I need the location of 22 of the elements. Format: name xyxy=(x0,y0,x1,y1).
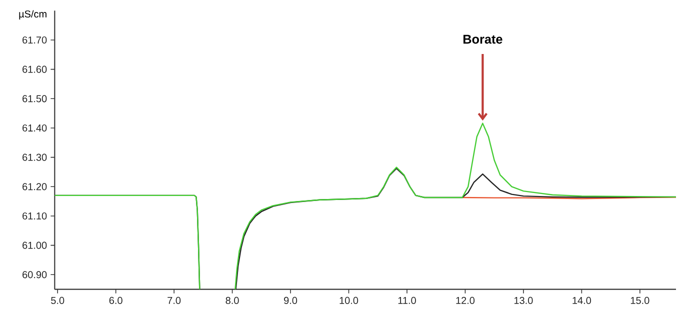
x-tick-label: 5.0 xyxy=(51,296,64,304)
y-tick-label: 61.60 xyxy=(22,66,47,73)
x-tick-label: 8.0 xyxy=(226,296,239,304)
y-tick-label: 61.10 xyxy=(22,212,47,220)
y-tick-label: 61.70 xyxy=(22,36,47,44)
x-tick-label: 11.0 xyxy=(398,296,416,304)
x-tick-label: 10.0 xyxy=(340,296,358,304)
x-tick-label: 13.0 xyxy=(514,296,533,304)
x-tick-label: 6.0 xyxy=(109,296,122,304)
x-tick-label: 12.0 xyxy=(456,296,475,304)
x-tick-label: 9.0 xyxy=(284,296,298,304)
annotation: Borate xyxy=(463,34,502,44)
y-tick-label: 61.50 xyxy=(22,95,47,102)
y-tick-label: 61.30 xyxy=(22,154,47,161)
y-tick-label: 60.90 xyxy=(22,271,47,278)
y-tick-label: 61.00 xyxy=(22,242,47,249)
y-axis-title: µS/cm xyxy=(19,10,46,20)
y-tick-label: 61.40 xyxy=(22,124,47,132)
x-tick-label: 15.0 xyxy=(630,296,650,304)
y-tick-label: 61.20 xyxy=(22,183,47,190)
x-tick-label: 7.0 xyxy=(168,296,181,304)
x-tick-label: 14.0 xyxy=(572,296,591,304)
